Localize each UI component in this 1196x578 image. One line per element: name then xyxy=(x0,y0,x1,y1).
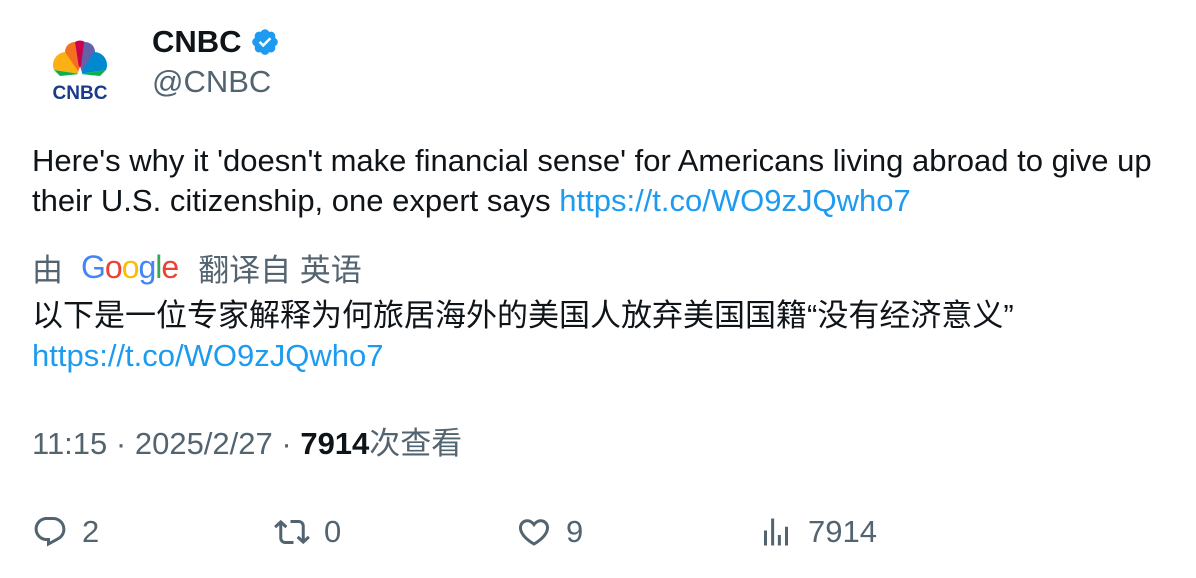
cnbc-peacock-logo-icon: CNBC xyxy=(53,40,108,104)
logo-text: CNBC xyxy=(53,83,108,104)
tweet-date[interactable]: 2025/2/27 xyxy=(134,426,273,461)
views-action-count: 7914 xyxy=(808,514,877,549)
meta-separator: · xyxy=(107,426,135,461)
action-bar: 2 0 9 7914 xyxy=(32,510,1172,554)
views-count: 7914 xyxy=(300,426,370,461)
retweet-button[interactable]: 0 xyxy=(274,510,341,554)
retweet-icon xyxy=(274,519,310,545)
views-label: 次查看 xyxy=(369,426,463,461)
reply-icon xyxy=(34,517,66,547)
tweet-text: Here's why it 'doesn't make financial se… xyxy=(32,141,1172,221)
tweet-link[interactable]: https://t.co/WO9zJQwho7 xyxy=(559,183,911,218)
analytics-icon xyxy=(764,518,788,546)
like-count: 9 xyxy=(566,514,584,549)
reply-button[interactable]: 2 xyxy=(32,510,99,554)
translation-attribution: 由 Google 翻译自 英语 xyxy=(32,246,362,288)
author-names: CNBC @CNBC xyxy=(152,24,280,102)
tweet-meta: 11:15 · 2025/2/27 · 7914次查看 xyxy=(32,424,462,464)
google-logo: Google xyxy=(81,248,179,285)
like-button[interactable]: 9 xyxy=(516,510,583,554)
reply-count: 2 xyxy=(82,514,100,549)
tweet-header: CNBC CNBC @CNBC xyxy=(32,24,280,124)
translated-text: 以下是一位专家解释为何旅居海外的美国人放弃美国国籍“没有经济意义” https:… xyxy=(32,296,1172,376)
display-name[interactable]: CNBC xyxy=(152,24,242,59)
views-button[interactable]: 7914 xyxy=(758,510,877,554)
translated-from-label: 翻译自 英语 xyxy=(198,252,362,288)
author-handle[interactable]: @CNBC xyxy=(152,64,272,99)
verified-badge-icon[interactable] xyxy=(250,27,280,57)
heart-icon xyxy=(518,519,550,546)
tweet-body: Here's why it 'doesn't make financial se… xyxy=(32,143,1152,218)
meta-separator-2: · xyxy=(272,426,301,461)
display-name-row: CNBC xyxy=(152,24,280,60)
translated-by-label: 由 xyxy=(32,252,63,288)
translated-link[interactable]: https://t.co/WO9zJQwho7 xyxy=(32,338,384,373)
translated-body: 以下是一位专家解释为何旅居海外的美国人放弃美国国籍“没有经济意义” xyxy=(32,298,1014,333)
tweet-time[interactable]: 11:15 xyxy=(32,426,108,461)
retweet-count: 0 xyxy=(324,514,342,549)
avatar[interactable]: CNBC xyxy=(32,24,128,120)
